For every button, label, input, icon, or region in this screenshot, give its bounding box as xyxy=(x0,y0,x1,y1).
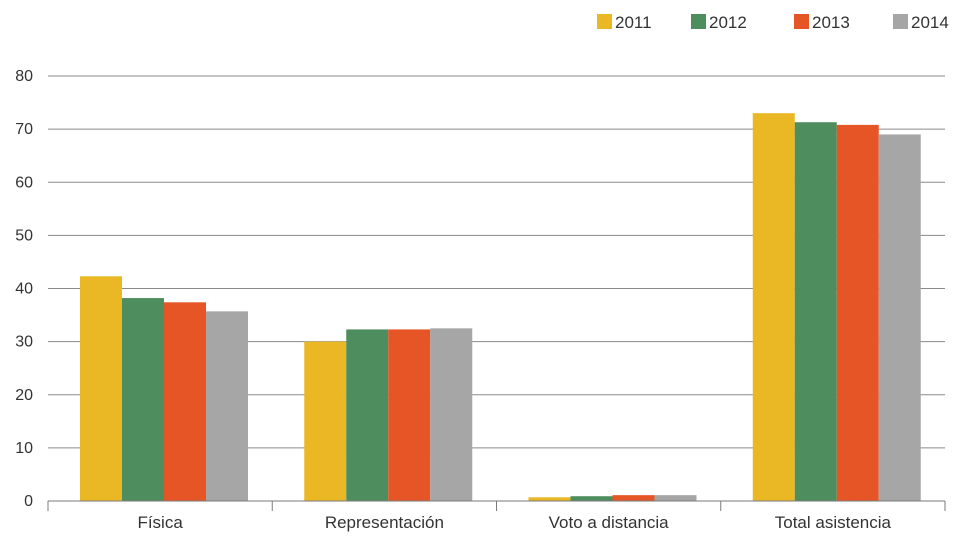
bar-2013-2 xyxy=(388,329,431,501)
legend-label-2011: 2011 xyxy=(615,13,652,32)
legend-label-2014: 2014 xyxy=(911,13,949,32)
legend-label-2012: 2012 xyxy=(709,13,747,32)
y-tick-label: 70 xyxy=(15,121,33,138)
bar-2012-4 xyxy=(794,122,837,501)
bar-2013-1 xyxy=(164,302,206,501)
bar-2014-4 xyxy=(878,134,921,501)
legend-swatch-2011 xyxy=(597,14,612,29)
bar-2013-4 xyxy=(836,124,879,501)
bar-2011-2 xyxy=(304,341,347,501)
legend-swatch-2013 xyxy=(794,14,809,29)
x-category-label: Física xyxy=(137,513,183,532)
x-category-label: Voto a distancia xyxy=(549,513,670,532)
axes: 0 10 20 30 40 50 60 70 80 Física Representación Vot… xyxy=(15,68,946,532)
bars xyxy=(80,113,921,501)
y-tick-label: 0 xyxy=(24,493,33,510)
bar-2011-1 xyxy=(80,276,122,501)
bar-2012-2 xyxy=(346,329,389,501)
bar-2011-3 xyxy=(528,497,571,501)
bar-2014-1 xyxy=(206,311,248,501)
legend-swatch-2012 xyxy=(691,14,706,29)
y-tick-label: 20 xyxy=(15,387,33,404)
legend-swatch-2014 xyxy=(893,14,908,29)
y-tick-label: 40 xyxy=(15,281,33,298)
bar-2012-1 xyxy=(122,298,164,501)
y-tick-label: 80 xyxy=(15,68,33,85)
y-tick-label: 50 xyxy=(15,227,33,244)
bar-2011-4 xyxy=(752,113,795,501)
x-category-label: Representación xyxy=(325,513,444,532)
legend-label-2013: 2013 xyxy=(812,13,850,32)
bar-2014-3 xyxy=(654,495,697,501)
bar-2014-2 xyxy=(430,328,473,501)
y-tick-label: 60 xyxy=(15,174,33,191)
y-tick-label: 10 xyxy=(15,440,33,457)
y-tick-label: 30 xyxy=(15,334,33,351)
x-category-label: Total asistencia xyxy=(775,513,892,532)
bar-2012-3 xyxy=(570,496,613,501)
legend: 2011 2012 2013 2014 xyxy=(597,13,949,32)
bar-2013-3 xyxy=(612,495,655,501)
